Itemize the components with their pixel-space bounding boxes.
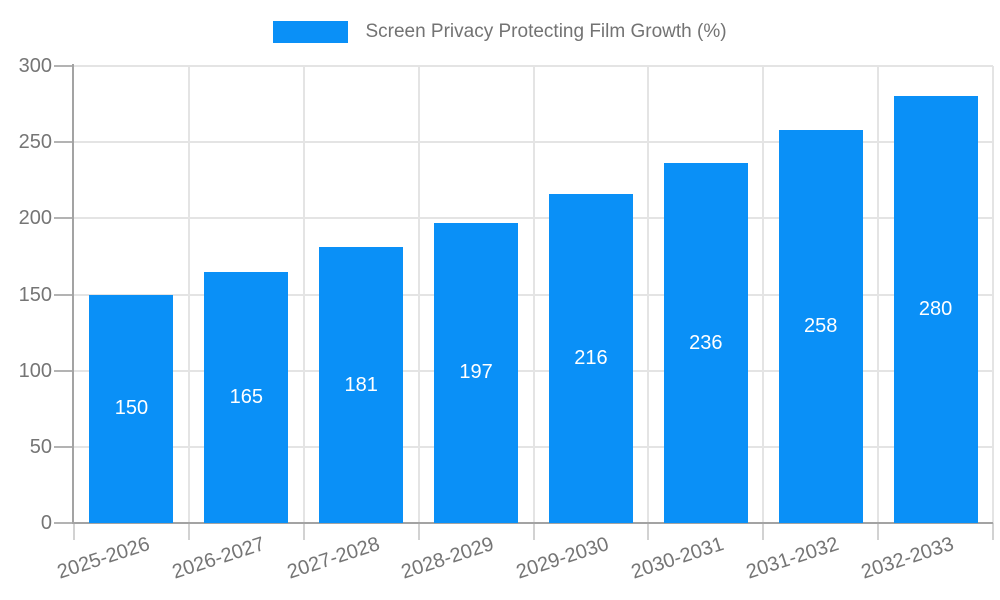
x-axis-tick	[417, 523, 420, 540]
x-axis-category-label: 2029-2030	[513, 533, 612, 584]
y-axis-line	[72, 64, 74, 523]
x-gridline	[187, 66, 190, 523]
x-gridline	[992, 66, 994, 523]
y-axis-tick-label: 300	[18, 55, 52, 77]
x-axis-category-label: 2026-2027	[169, 533, 268, 584]
y-axis-tick	[54, 369, 74, 372]
bar-value-label: 150	[114, 397, 149, 420]
bar-value-label: 181	[344, 373, 378, 396]
bar-value-label: 216	[574, 346, 608, 369]
y-axis-tick-label: 0	[40, 512, 52, 534]
y-axis-tick-label: 100	[18, 359, 52, 382]
x-gridline	[877, 66, 880, 523]
x-gridline	[647, 66, 650, 523]
legend-series-label: Screen Privacy Protecting Film Growth (%…	[365, 21, 727, 42]
bar-2028-2029[interactable]: 197	[434, 222, 519, 523]
bar-2025-2026[interactable]: 150	[89, 294, 174, 523]
y-axis-tick	[54, 445, 74, 448]
x-axis-category-label: 2027-2028	[284, 533, 382, 584]
legend-color-swatch	[273, 21, 349, 43]
x-axis-tick	[187, 523, 190, 540]
x-axis-tick	[73, 523, 75, 540]
x-axis-tick	[992, 523, 994, 540]
y-axis-tick-label: 200	[18, 207, 52, 230]
x-gridline	[417, 66, 420, 523]
chart-legend-item[interactable]: Screen Privacy Protecting Film Growth (%…	[0, 21, 1000, 43]
x-axis-category-label: 2025-2026	[54, 533, 153, 584]
x-gridline	[532, 66, 535, 523]
x-axis-category-label: 2030-2031	[628, 533, 727, 584]
x-axis-line	[72, 522, 993, 524]
x-axis-category-label: 2028-2029	[399, 533, 497, 584]
x-axis-category-label: 2031-2032	[743, 533, 842, 584]
y-axis-tick	[54, 522, 74, 524]
x-axis-tick	[532, 523, 535, 540]
x-axis-category-label: 2032-2033	[858, 533, 957, 584]
x-axis-tick	[647, 523, 650, 540]
y-axis-tick-label: 50	[29, 435, 52, 458]
bar-2026-2027[interactable]: 165	[204, 271, 289, 523]
x-gridline	[302, 66, 305, 523]
y-axis-tick	[54, 65, 74, 67]
bar-value-label: 236	[689, 331, 723, 354]
bar-value-label: 197	[459, 361, 493, 384]
y-axis-tick	[54, 293, 74, 296]
x-axis-tick	[762, 523, 765, 540]
bar-2029-2030[interactable]: 216	[548, 193, 633, 523]
bar-2030-2031[interactable]: 236	[663, 163, 748, 523]
bar-value-label: 165	[229, 385, 263, 408]
x-axis-tick	[302, 523, 305, 540]
bar-2032-2033[interactable]: 280	[893, 96, 978, 523]
y-axis-tick	[54, 141, 74, 144]
x-axis-tick	[877, 523, 880, 540]
bar-2027-2028[interactable]: 181	[319, 247, 404, 523]
x-gridline	[762, 66, 765, 523]
y-axis-tick-label: 250	[18, 131, 52, 154]
y-axis-tick-label: 150	[18, 283, 52, 306]
bar-2031-2032[interactable]: 258	[778, 129, 863, 523]
y-axis-tick	[54, 217, 74, 220]
bar-value-label: 280	[918, 298, 953, 321]
bar-value-label: 258	[804, 314, 838, 337]
